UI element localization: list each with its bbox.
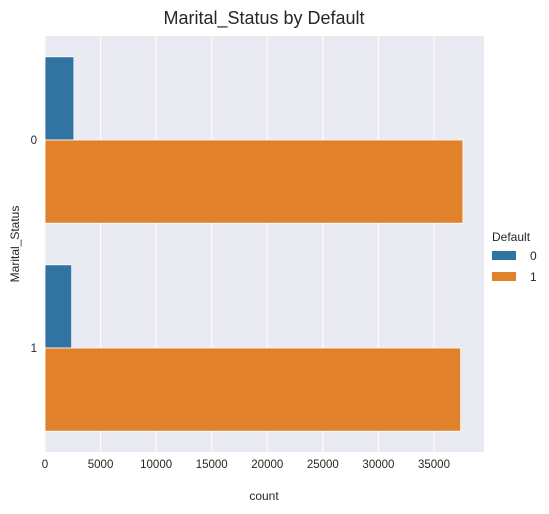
legend-title: Default [492, 230, 531, 244]
bar [44, 139, 464, 224]
x-tick-label: 10000 [140, 459, 172, 471]
bar [44, 56, 75, 141]
bar [44, 264, 73, 349]
x-ticks: 0 5000 10000 15000 20000 25000 30000 35000 [42, 459, 450, 471]
x-tick-label: 0 [42, 459, 48, 471]
legend-entry: 0 [530, 249, 537, 263]
x-tick-label: 35000 [418, 459, 450, 471]
legend: Default 0 1 [492, 230, 537, 284]
y-tick-label: 1 [31, 343, 37, 355]
legend-swatch [492, 251, 516, 260]
y-axis-label: Marital_Status [8, 206, 22, 283]
x-tick-label: 5000 [88, 459, 114, 471]
y-tick-label: 0 [31, 135, 37, 147]
bar [44, 347, 462, 432]
chart-title: Marital_Status by Default [163, 8, 364, 29]
legend-swatch [492, 272, 516, 281]
x-tick-label: 15000 [196, 459, 228, 471]
legend-entry: 1 [530, 270, 537, 284]
x-tick-label: 30000 [362, 459, 394, 471]
x-tick-label: 25000 [307, 459, 339, 471]
x-tick-label: 20000 [251, 459, 283, 471]
x-axis-label: count [249, 489, 279, 503]
bars [44, 56, 464, 432]
y-ticks: 01 [31, 135, 37, 355]
